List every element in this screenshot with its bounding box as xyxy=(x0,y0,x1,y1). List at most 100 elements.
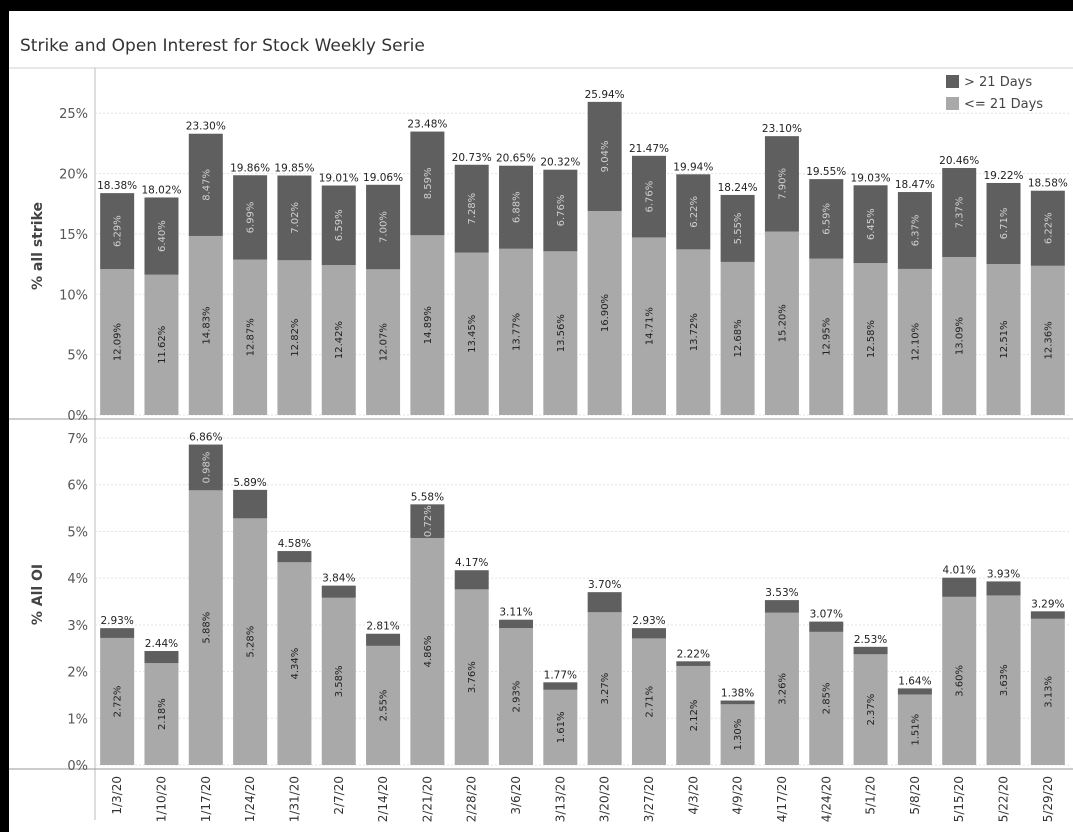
segment-label-gt21: 6.59% xyxy=(822,203,833,235)
bar-total-label: 2.44% xyxy=(145,638,178,650)
x-tick-label: 1/17/20 xyxy=(199,776,213,822)
segment-label-gt21: 9.04% xyxy=(600,141,611,173)
segment-label-le21: 13.09% xyxy=(955,317,966,355)
segment-label-le21: 11.62% xyxy=(157,326,168,364)
bar-gt21-days xyxy=(853,646,888,655)
segment-label-gt21: 8.59% xyxy=(423,168,434,200)
bar-gt21-days xyxy=(321,185,356,266)
segment-label-gt21: 7.00% xyxy=(379,211,390,243)
bar-total-label: 3.93% xyxy=(987,568,1020,580)
segment-label-gt21: 7.02% xyxy=(290,202,301,234)
bar-le21-days xyxy=(410,235,445,415)
x-tick-label: 2/21/20 xyxy=(420,776,434,822)
segment-label-le21: 3.76% xyxy=(467,661,478,693)
segment-label-le21: 14.89% xyxy=(423,306,434,344)
bar-gt21-days xyxy=(720,194,755,262)
bar-le21-days xyxy=(809,631,844,765)
x-tick-label: 1/24/20 xyxy=(243,776,257,822)
segment-label-gt21: 6.59% xyxy=(334,209,345,241)
bar-le21-days xyxy=(676,249,711,415)
bar-le21-days xyxy=(631,237,666,415)
bar-total-label: 1.64% xyxy=(898,675,931,687)
legend-swatch xyxy=(946,75,959,88)
bar-total-label: 23.10% xyxy=(762,123,802,135)
bar-le21-days xyxy=(188,490,223,765)
x-tick-label: 4/3/20 xyxy=(686,776,700,815)
bar-gt21-days xyxy=(410,504,445,538)
y-tick-label: 6% xyxy=(67,479,88,494)
bar-le21-days xyxy=(321,265,356,415)
x-tick-label: 5/1/20 xyxy=(864,776,878,815)
bar-gt21-days xyxy=(809,621,844,632)
bar-total-label: 19.85% xyxy=(274,163,314,175)
x-tick-label: 5/22/20 xyxy=(997,776,1011,822)
y-axis-title: % all strike xyxy=(30,202,46,290)
legend-label: > 21 Days xyxy=(964,75,1032,90)
bar-gt21-days xyxy=(809,179,844,259)
bars xyxy=(100,101,1065,765)
chart-title: Strike and Open Interest for Stock Weekl… xyxy=(20,36,425,56)
segment-label-le21: 2.72% xyxy=(113,686,124,718)
x-tick-label: 4/24/20 xyxy=(819,776,833,822)
x-tick-label: 5/8/20 xyxy=(908,776,922,815)
x-tick-label: 4/9/20 xyxy=(731,776,745,815)
bar-total-label: 19.03% xyxy=(851,172,891,184)
bar-le21-days xyxy=(720,261,755,415)
bar-total-label: 21.47% xyxy=(629,143,669,155)
x-tick-label: 5/15/20 xyxy=(952,776,966,822)
segment-label-gt21: 6.22% xyxy=(1043,212,1054,244)
bar-le21-days xyxy=(587,612,622,765)
segment-label-le21: 13.72% xyxy=(689,313,700,351)
bar-gt21-days xyxy=(853,185,888,264)
bar-gt21-days xyxy=(188,444,223,491)
y-tick-label: 0% xyxy=(67,409,88,424)
segment-label-le21: 2.18% xyxy=(157,698,168,730)
bar-total-label: 5.58% xyxy=(411,491,444,503)
bar-le21-days xyxy=(897,268,932,415)
bar-total-label: 2.93% xyxy=(632,615,665,627)
segment-label-le21: 13.77% xyxy=(512,313,523,351)
segment-label-le21: 3.60% xyxy=(955,665,966,697)
bar-total-label: 3.53% xyxy=(765,587,798,599)
bar-gt21-days xyxy=(543,169,578,252)
segment-label-le21: 12.51% xyxy=(999,320,1010,358)
segment-label-le21: 14.71% xyxy=(644,307,655,345)
bar-gt21-days xyxy=(188,133,223,236)
bar-gt21-days xyxy=(631,155,666,238)
bar-le21-days xyxy=(366,269,401,415)
x-tick-label: 2/28/20 xyxy=(465,776,479,822)
frame-top-border xyxy=(0,0,1073,11)
segment-label-le21: 12.95% xyxy=(822,318,833,356)
y-tick-label: 7% xyxy=(67,432,88,447)
bar-total-label: 2.22% xyxy=(677,648,710,660)
y-tick-label: 25% xyxy=(59,107,88,122)
bar-gt21-days xyxy=(233,175,268,260)
y-tick-label: 1% xyxy=(67,712,88,727)
bar-total-label: 18.47% xyxy=(895,179,935,191)
segment-label-le21: 15.20% xyxy=(777,304,788,342)
bar-le21-days xyxy=(1030,618,1065,765)
bar-le21-days xyxy=(720,704,755,765)
y-tick-label: 20% xyxy=(59,168,88,183)
segment-label-le21: 16.90% xyxy=(600,294,611,332)
segment-label-gt21: 6.88% xyxy=(512,191,523,223)
segment-label-le21: 2.37% xyxy=(866,694,877,726)
segment-label-le21: 12.10% xyxy=(910,323,921,361)
bar-le21-days xyxy=(144,274,179,415)
bar-le21-days xyxy=(366,645,401,765)
y-tick-label: 5% xyxy=(67,525,88,540)
bar-total-label: 19.06% xyxy=(363,172,403,184)
x-tick-label: 3/27/20 xyxy=(642,776,656,822)
y-tick-label: 5% xyxy=(67,349,88,364)
y-tick-label: 3% xyxy=(67,619,88,634)
bar-gt21-days xyxy=(676,174,711,250)
bar-total-label: 3.07% xyxy=(810,609,843,621)
bar-total-label: 18.24% xyxy=(718,182,758,194)
bar-gt21-days xyxy=(986,581,1021,596)
bar-le21-days xyxy=(277,562,312,765)
bar-gt21-days xyxy=(454,164,489,253)
bar-total-label: 3.29% xyxy=(1031,598,1064,610)
bar-total-label: 4.01% xyxy=(943,565,976,577)
segment-label-gt21: 6.76% xyxy=(644,181,655,213)
bar-total-label: 23.30% xyxy=(186,121,226,133)
